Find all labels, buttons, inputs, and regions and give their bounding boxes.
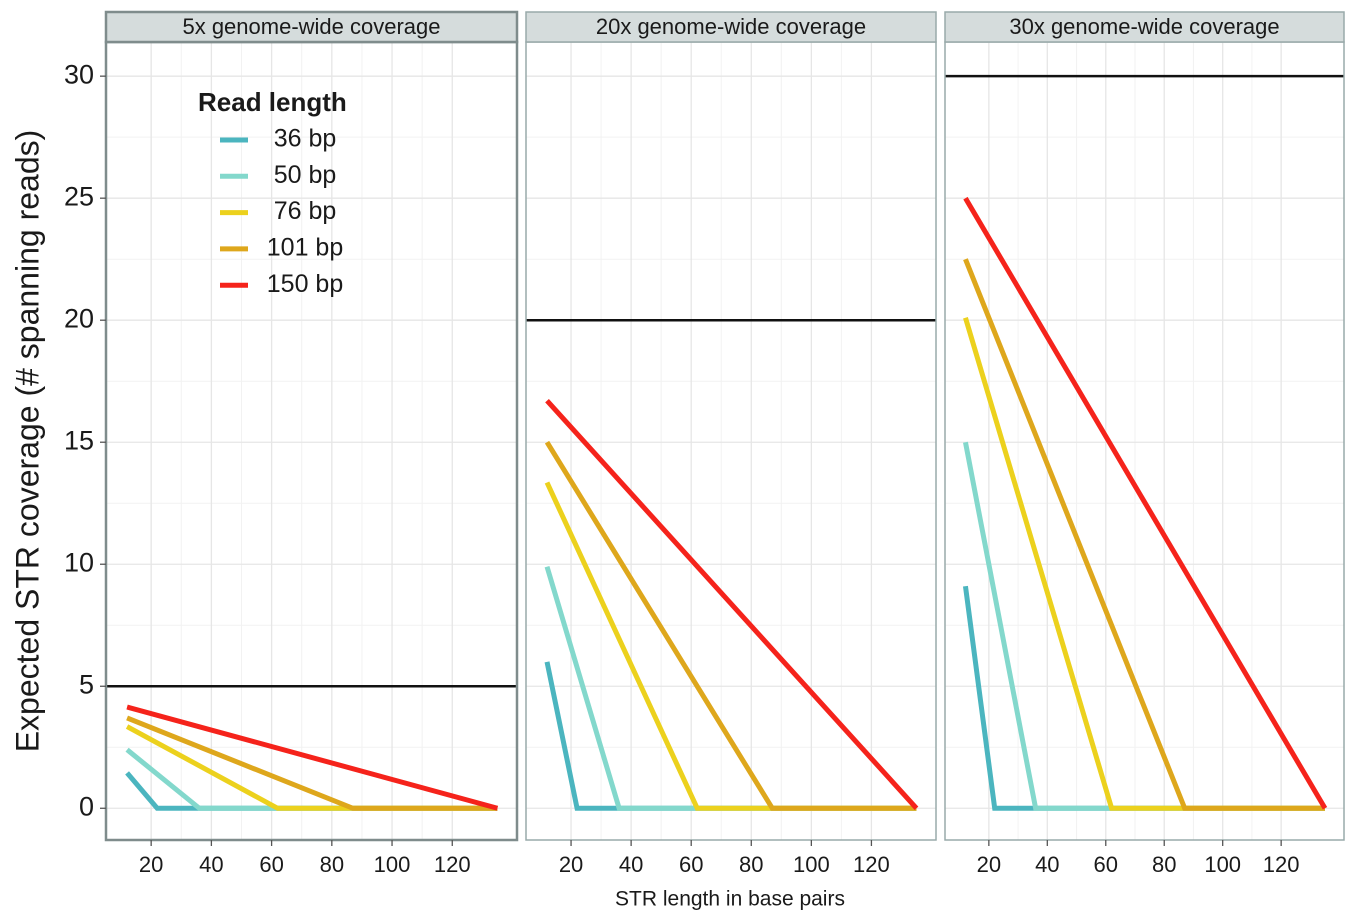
strip <box>104 10 519 44</box>
legend-label: 101 bp <box>267 234 343 262</box>
x-tick-label: 120 <box>434 852 471 877</box>
series-line <box>126 715 498 811</box>
x-tick-label: 40 <box>1035 852 1059 877</box>
y-tick-label: 15 <box>64 425 94 455</box>
x-tick-label: 100 <box>374 852 411 877</box>
strip <box>525 11 937 43</box>
panel-background <box>945 42 1344 840</box>
x-tick-label: 80 <box>1152 852 1176 877</box>
x-tick-label: 20 <box>977 852 1001 877</box>
series-line <box>544 440 917 811</box>
strip <box>944 11 1345 43</box>
x-tick-label: 40 <box>619 852 643 877</box>
x-tick-label: 60 <box>259 852 283 877</box>
x-tick-label: 20 <box>139 852 163 877</box>
y-tick-label: 0 <box>79 791 94 821</box>
x-tick-label: 40 <box>199 852 223 877</box>
y-tick-label: 20 <box>64 303 94 333</box>
panel-title: 5x genome-wide coverage <box>182 14 440 39</box>
panel-title: 30x genome-wide coverage <box>1009 14 1279 39</box>
y-tick-label: 30 <box>64 59 94 89</box>
series-line <box>126 704 499 811</box>
x-tick-label: 60 <box>1094 852 1118 877</box>
panel-background <box>106 42 517 840</box>
legend-title: Read length <box>198 87 347 117</box>
x-tick-label: 80 <box>320 852 344 877</box>
x-tick-label: 60 <box>679 852 703 877</box>
y-tick-label: 10 <box>64 547 94 577</box>
panel-title: 20x genome-wide coverage <box>596 14 866 39</box>
legend-label: 76 bp <box>274 197 337 225</box>
x-axis-label: STR length in base pairs <box>615 888 845 911</box>
x-tick-label: 20 <box>559 852 583 877</box>
y-tick-label: 5 <box>79 669 94 699</box>
y-tick-label: 25 <box>64 181 94 211</box>
series-line <box>963 258 1325 811</box>
x-tick-label: 120 <box>1263 852 1300 877</box>
series-line <box>963 196 1328 810</box>
x-tick-label: 100 <box>793 852 830 877</box>
legend-label: 36 bp <box>274 125 337 153</box>
series-line <box>545 399 919 810</box>
y-axis-label: Expected STR coverage (# spanning reads) <box>9 130 45 753</box>
panel-background <box>526 42 936 840</box>
legend-label: 150 bp <box>267 270 343 298</box>
legend-label: 50 bp <box>274 161 337 189</box>
x-tick-label: 120 <box>853 852 890 877</box>
x-tick-label: 100 <box>1204 852 1241 877</box>
x-tick-label: 80 <box>739 852 763 877</box>
